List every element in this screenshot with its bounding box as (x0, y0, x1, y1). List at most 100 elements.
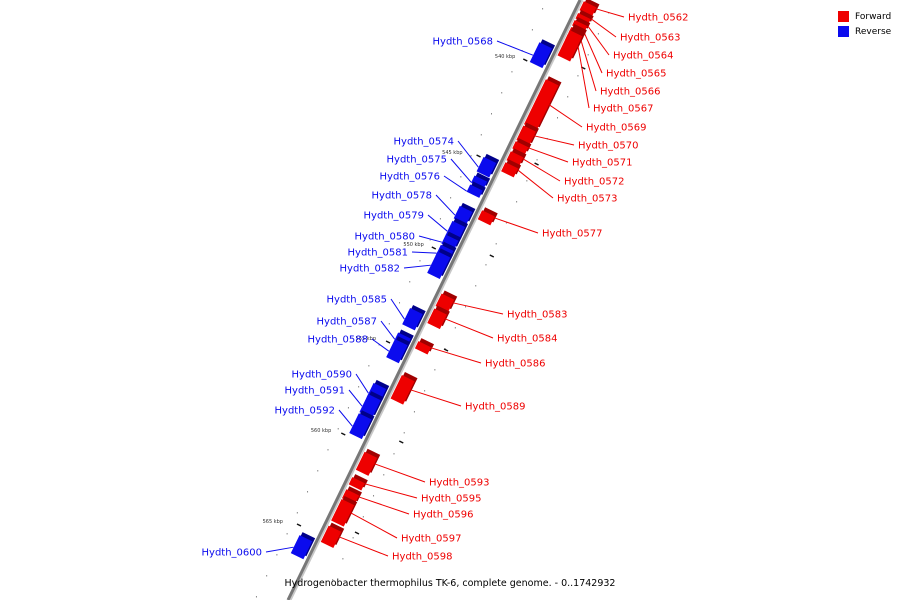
gene-label[interactable]: Hydth_0576 (380, 172, 441, 183)
minor-tick (505, 222, 507, 224)
gene-hydth-0568[interactable]: Hydth_0568 (433, 37, 556, 69)
gene-hydth-0597[interactable]: Hydth_0597 (331, 495, 462, 545)
gene-label[interactable]: Hydth_0600 (202, 548, 263, 559)
gene-label[interactable]: Hydth_0569 (586, 123, 647, 134)
gene-block (355, 451, 378, 476)
minor-tick (531, 29, 533, 31)
gene-block (386, 339, 408, 364)
scale-tick-label: 565 kbp (263, 519, 283, 525)
gene-label[interactable]: Hydth_0585 (327, 295, 388, 306)
minor-tick (419, 260, 421, 262)
gene-leader (380, 320, 396, 340)
gene-hydth-0593[interactable]: Hydth_0593 (355, 448, 490, 489)
gene-hydth-0589[interactable]: Hydth_0589 (390, 372, 526, 413)
gene-label[interactable]: Hydth_0563 (620, 33, 681, 44)
minor-tick (368, 365, 370, 367)
gene-leader (444, 318, 494, 339)
gene-label[interactable]: Hydth_0592 (275, 406, 336, 417)
gene-label[interactable]: Hydth_0578 (372, 191, 433, 202)
genome-caption: Hydrogenobacter thermophilus TK-6, compl… (284, 578, 616, 589)
minor-tick (332, 579, 334, 581)
gene-label[interactable]: Hydth_0588 (308, 335, 369, 346)
gene-label[interactable]: Hydth_0575 (387, 155, 448, 166)
gene-hydth-0596[interactable]: Hydth_0596 (341, 486, 474, 521)
gene-hydth-0569[interactable]: Hydth_0569 (523, 76, 647, 134)
gene-label[interactable]: Hydth_0586 (485, 359, 546, 370)
gene-hydth-0573[interactable]: Hydth_0573 (501, 159, 618, 205)
gene-label[interactable]: Hydth_0581 (348, 248, 409, 259)
minor-tick (470, 155, 472, 157)
gene-hydth-0574[interactable]: Hydth_0574 (394, 137, 500, 178)
gene-hydth-0585[interactable]: Hydth_0585 (327, 295, 426, 331)
gene-hydth-0562[interactable]: Hydth_0562 (579, 0, 689, 24)
gene-label[interactable]: Hydth_0595 (421, 494, 482, 505)
minor-tick (413, 411, 415, 413)
gene-label[interactable]: Hydth_0590 (292, 370, 353, 381)
minor-tick (501, 92, 503, 94)
gene-hydth-0592[interactable]: Hydth_0592 (275, 406, 375, 440)
gene-label[interactable]: Hydth_0568 (433, 37, 494, 48)
minor-tick (393, 453, 395, 455)
gene-leader (355, 373, 369, 394)
gene-hydth-0571[interactable]: Hydth_0571 (512, 138, 633, 169)
minor-tick (450, 197, 452, 199)
gene-leader (583, 32, 603, 74)
minor-tick (296, 512, 298, 514)
gene-label[interactable]: Hydth_0583 (507, 310, 568, 321)
gene-label[interactable]: Hydth_0572 (564, 177, 625, 188)
scale-tick (489, 254, 495, 258)
gene-hydth-0586[interactable]: Hydth_0586 (414, 338, 546, 370)
gene-block (427, 251, 451, 280)
gene-label[interactable]: Hydth_0591 (285, 386, 346, 397)
gene-label[interactable]: Hydth_0579 (364, 211, 425, 222)
minor-tick (526, 180, 528, 182)
gene-hydth-0600[interactable]: Hydth_0600 (202, 532, 316, 560)
gene-label[interactable]: Hydth_0597 (401, 534, 462, 545)
minor-tick (511, 71, 513, 73)
gene-hydth-0570[interactable]: Hydth_0570 (516, 122, 639, 152)
gene-hydth-0595[interactable]: Hydth_0595 (348, 474, 482, 505)
gene-hydth-0567[interactable]: Hydth_0567 (557, 27, 654, 115)
gene-leader (457, 140, 479, 168)
gene-label[interactable]: Hydth_0574 (394, 137, 455, 148)
scale-tick (340, 432, 346, 436)
gene-hydth-0577[interactable]: Hydth_0577 (477, 207, 603, 240)
gene-hydth-0588[interactable]: Hydth_0588 (308, 335, 411, 364)
gene-label[interactable]: Hydth_0580 (355, 232, 416, 243)
gene-leader (265, 546, 294, 553)
gene-label[interactable]: Hydth_0577 (542, 229, 603, 240)
gene-label[interactable]: Hydth_0567 (593, 104, 654, 115)
gene-block (402, 308, 423, 331)
minor-tick (378, 344, 380, 346)
gene-label[interactable]: Hydth_0566 (600, 87, 661, 98)
gene-label[interactable]: Hydth_0570 (578, 141, 639, 152)
gene-hydth-0584[interactable]: Hydth_0584 (427, 305, 558, 345)
minor-tick (465, 306, 467, 308)
gene-label[interactable]: Hydth_0598 (392, 552, 453, 563)
gene-hydth-0572[interactable]: Hydth_0572 (506, 148, 625, 188)
gene-label[interactable]: Hydth_0573 (557, 194, 618, 205)
gene-hydth-0576[interactable]: Hydth_0576 (380, 172, 486, 198)
scale-tick-label: 555 kbp (356, 336, 376, 342)
gene-hydth-0582[interactable]: Hydth_0582 (340, 248, 454, 280)
gene-label[interactable]: Hydth_0587 (317, 317, 378, 328)
gene-hydth-0583[interactable]: Hydth_0583 (435, 290, 568, 321)
gene-label[interactable]: Hydth_0562 (628, 13, 689, 24)
gene-label[interactable]: Hydth_0564 (613, 51, 674, 62)
gene-hydth-0598[interactable]: Hydth_0598 (320, 522, 453, 563)
gene-label[interactable]: Hydth_0582 (340, 264, 401, 275)
gene-hydth-0575[interactable]: Hydth_0575 (387, 155, 491, 189)
gene-label[interactable]: Hydth_0584 (497, 334, 558, 345)
gene-label[interactable]: Hydth_0589 (465, 402, 526, 413)
forward-swatch (838, 11, 849, 22)
gene-label[interactable]: Hydth_0571 (572, 158, 633, 169)
minor-tick (358, 386, 360, 388)
gene-label[interactable]: Hydth_0593 (429, 478, 490, 489)
gene-label[interactable]: Hydth_0565 (606, 69, 667, 80)
gene-block-shade (575, 17, 591, 29)
minor-tick (286, 533, 288, 535)
gene-leader (587, 25, 610, 56)
gene-block (523, 79, 559, 131)
gene-hydth-0580[interactable]: Hydth_0580 (355, 232, 462, 250)
gene-label[interactable]: Hydth_0596 (413, 510, 474, 521)
